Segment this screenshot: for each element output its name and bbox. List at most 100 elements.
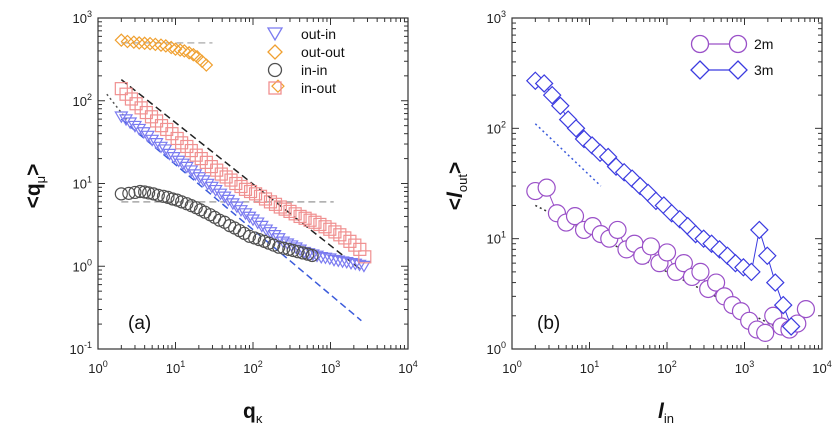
- tick-exponent: 3: [501, 9, 506, 19]
- panel-a-x-axis-title: qκ: [243, 400, 263, 426]
- series-in-in-point: [146, 187, 161, 201]
- series-out-out-point: [132, 36, 147, 50]
- series-in-out-point: [358, 250, 372, 264]
- series-in-out-point: [348, 238, 362, 252]
- series-2m-point: [674, 254, 693, 273]
- series-in-out-point: [165, 127, 179, 141]
- series-in-in-point: [156, 189, 171, 203]
- series-out-in-point: [326, 254, 342, 267]
- panel-a-x-tick-label: 103: [321, 359, 340, 376]
- series-out-in-point: [225, 198, 240, 211]
- series-out-in-point: [127, 120, 143, 133]
- legend-marker-out-in: [266, 27, 284, 42]
- tick-exponent: 2: [501, 119, 506, 129]
- series-out-out-point: [137, 36, 152, 51]
- series-in-out-point: [313, 217, 327, 232]
- series-in-out-point: [144, 110, 159, 124]
- series-in-out-point: [129, 97, 143, 111]
- series-3m-point: [773, 295, 793, 315]
- panel-b-ticks: [511, 18, 822, 350]
- panel-a-ylabel-left: <q: [22, 183, 45, 208]
- series-in-out-point: [184, 143, 198, 158]
- series-out-in-point: [208, 184, 223, 197]
- tick-exponent: 3: [87, 9, 92, 19]
- series-out-out-point: [148, 37, 163, 52]
- series-in-out-point: [298, 211, 312, 225]
- series-out-out-point: [154, 38, 168, 52]
- series-in-out-point: [170, 131, 184, 146]
- series-out-in-point: [153, 141, 169, 154]
- series-in-out-point: [160, 122, 174, 137]
- series-in-in-point: [128, 185, 142, 200]
- series-out-in-point: [166, 152, 181, 165]
- tick-exponent: 2: [672, 359, 677, 369]
- tick-exponent: 4: [827, 359, 832, 369]
- series-out-out-point: [164, 40, 179, 55]
- series-out-in-point: [238, 208, 253, 221]
- series-out-in-point: [263, 227, 278, 240]
- series-3m-point: [765, 273, 785, 292]
- tick-base: 10: [657, 361, 671, 376]
- series-out-out-point: [126, 35, 141, 50]
- panel-b-xlabel-sub: in: [664, 411, 674, 426]
- series-out-in-point: [254, 220, 269, 233]
- panel-b-ylabel-right: >: [444, 162, 467, 174]
- series-in-out-point: [303, 213, 317, 227]
- panel-a-ylabel-right: >: [22, 164, 45, 176]
- legend-marker-out-out: [267, 44, 283, 60]
- series-in-out-point: [293, 209, 307, 224]
- series-out-in-point: [204, 181, 219, 194]
- tick-exponent: 2: [87, 92, 92, 102]
- series-in-out-point: [199, 155, 213, 169]
- series-out-in-point: [356, 260, 371, 273]
- panel-a-ylabel-sub: μ: [33, 176, 48, 184]
- series-in-out-point: [119, 87, 133, 101]
- series-out-out-point: [182, 45, 196, 60]
- legend-marker-3m-left: [690, 60, 710, 80]
- series-out-out-point: [173, 43, 188, 57]
- series-in-out-point: [210, 163, 224, 177]
- series-3m-point: [590, 143, 610, 163]
- panel-a-y-tick-label: 100: [73, 257, 92, 274]
- panel-b-xlabel: l: [658, 400, 665, 423]
- series-out-in-point: [348, 258, 363, 271]
- tick-base: 10: [73, 259, 87, 274]
- series-in-out-point: [273, 200, 287, 214]
- series-3m-point: [574, 129, 594, 149]
- series-out-in-point: [192, 172, 207, 185]
- series-in-out-point: [353, 242, 367, 256]
- series-out-in-point: [213, 188, 228, 201]
- series-3m-point: [694, 229, 713, 249]
- tick-exponent: 1: [87, 175, 92, 185]
- series-out-in-point: [233, 205, 249, 218]
- series-in-out-point: [318, 220, 332, 234]
- series-in-out-point: [248, 187, 263, 201]
- series-out-out-point: [114, 33, 129, 47]
- legend-label-2m: 2m: [754, 36, 773, 52]
- series-out-in-point: [242, 211, 257, 224]
- series-in-out-point: [263, 195, 278, 209]
- series-in-out-point: [149, 114, 164, 128]
- legend-label-3m: 3m: [754, 62, 773, 78]
- tick-base: 10: [73, 94, 87, 109]
- legend-label-in-in: in-in: [301, 62, 327, 78]
- series-out-out-point: [168, 42, 183, 57]
- series-out-in-point: [217, 191, 232, 204]
- series-in-out-point: [238, 182, 253, 196]
- series-out-in-point: [175, 158, 191, 171]
- tick-base: 10: [735, 361, 749, 376]
- series-3m-point: [742, 262, 761, 282]
- series-in-in-point: [286, 243, 300, 258]
- series-3m: [525, 71, 801, 336]
- tick-base: 10: [487, 232, 501, 247]
- series-3m-point: [606, 157, 626, 176]
- series-in-out-point: [134, 101, 148, 115]
- series-2m-point: [657, 243, 677, 262]
- series-out-in-point: [335, 256, 350, 269]
- tick-base: 10: [70, 342, 84, 357]
- series-in-in-point: [291, 245, 305, 259]
- panel-a-x-tick-label: 101: [166, 359, 185, 376]
- series-in-out: [114, 82, 372, 264]
- panel-a-legend: out-in out-out in-in in-out: [266, 26, 345, 96]
